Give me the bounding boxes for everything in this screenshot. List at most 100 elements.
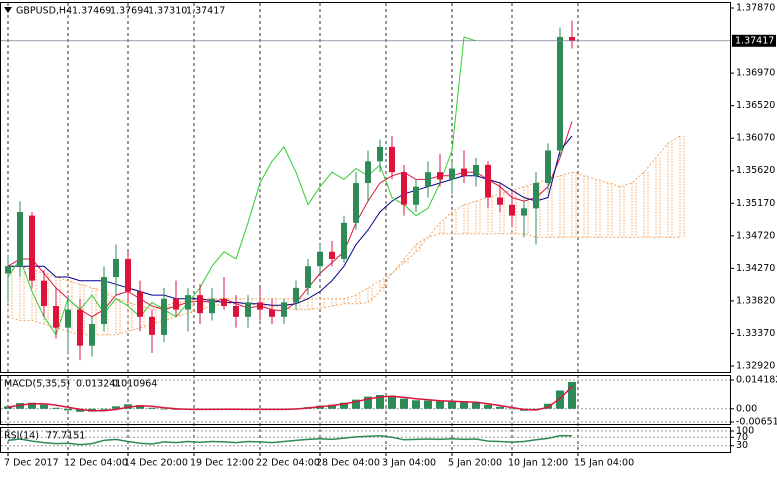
macd-bar [112,406,120,409]
macd-bar [376,394,384,409]
rsi-title: RSI(14) [4,431,39,442]
y-tick-label: 100 [736,426,754,437]
y-tick-label: 1.34270 [736,263,775,274]
macd-value: 0.013241 [76,379,121,390]
candle-body [197,295,203,314]
candle-body [461,168,467,176]
macd-bar [64,408,72,411]
y-tick-label: 30 [736,440,748,451]
macd-bar [484,404,492,409]
macd-bar [424,400,432,409]
menu-arrow[interactable] [4,7,12,13]
candle-body [161,298,167,335]
macd-bar [16,403,24,409]
candle-body [77,309,83,346]
y-tick-label: 70 [736,432,748,443]
candle-body [53,305,59,328]
y-tick-label: 1.36520 [736,100,775,111]
rsi-frame [0,427,731,453]
candle-body [485,164,491,198]
macd-bar [136,405,144,409]
x-tick-label: 22 Dec 04:00 [256,458,320,469]
macd-title: MACD(5,35,5) [4,379,70,390]
macd-bar [40,404,48,409]
y-tick-label: 1.32920 [736,360,775,371]
macd-bar [352,399,360,409]
candle-body [281,302,287,317]
x-tick-label: 12 Dec 04:00 [64,458,128,469]
x-tick-label: 3 Jan 04:00 [382,458,436,469]
macd-frame [0,375,731,425]
candle-body [245,302,251,317]
y-tick-label: -0.006517 [736,417,777,428]
candle-body [221,298,227,306]
cloud-span-b [7,233,680,336]
candle-body [233,305,239,317]
macd-bar [460,401,468,409]
x-tick-label: 5 Jan 20:00 [448,458,502,469]
candle-body [413,186,419,205]
macd-bar [508,408,516,410]
x-tick-label: 10 Jan 12:00 [508,458,568,469]
candle-body [545,150,551,184]
y-tick-label: 0.014182 [736,375,777,386]
candle-body [377,146,383,162]
macd-bar [52,407,60,409]
candle-body [185,295,191,310]
x-tick-label: 28 Dec 04:00 [316,458,380,469]
open-label: 1.37469 [72,6,111,17]
y-tick-label: 1.36070 [736,133,775,144]
candle-body [557,36,563,151]
plot-layer [1,3,730,452]
price-box [732,34,776,47]
y-tick-label: 0.00 [736,403,757,414]
y-tick-label: 1.35620 [736,165,775,176]
macd-bar [400,398,408,409]
macd-bar [340,402,348,409]
macd-bar [4,406,12,409]
y-tick-label: 1.33370 [736,328,775,339]
candle-body [65,309,71,328]
candle-body [329,251,335,259]
y-tick-label: 1.35170 [736,198,775,209]
x-tick-label: 14 Dec 20:00 [124,458,188,469]
rsi-line [7,434,573,446]
close-label: 1.37417 [186,6,225,17]
macd-bar [28,402,36,409]
macd-signal [7,385,573,412]
candle-body [5,266,11,274]
macd-bar [436,401,444,409]
y-tick-label: 1.36970 [736,68,775,79]
candle-body [293,287,299,303]
candle-body [317,251,323,267]
candle-body [209,298,215,314]
x-tick-label: 7 Dec 2017 [4,458,59,469]
candle-body [389,146,395,173]
candle-body [89,324,95,346]
cloud-span-a [8,135,681,311]
candle-body [365,161,371,184]
macd-bar [328,404,336,409]
candle-body [497,197,503,205]
x-tick-label: 15 Jan 04:00 [574,458,634,469]
macd-bar [364,396,372,409]
macd-bar [448,401,456,409]
candle-body [125,258,131,292]
candle-body [353,183,359,223]
candle-body [521,208,527,216]
macd-bar [148,407,156,409]
candle-body [437,172,443,180]
symbol-title: GBPUSD,H4 [16,6,72,17]
x-tick-label: 19 Dec 12:00 [190,458,254,469]
candle-body [473,164,479,176]
price-box-label: 1.37417 [735,35,774,46]
main-frame [0,2,731,373]
y-tick-label: 1.33820 [736,295,775,306]
candle-body [569,37,575,41]
candle-body [113,258,119,278]
y-tick-label: 1.34720 [736,230,775,241]
candle-body [173,298,179,310]
candle-body [425,172,431,187]
